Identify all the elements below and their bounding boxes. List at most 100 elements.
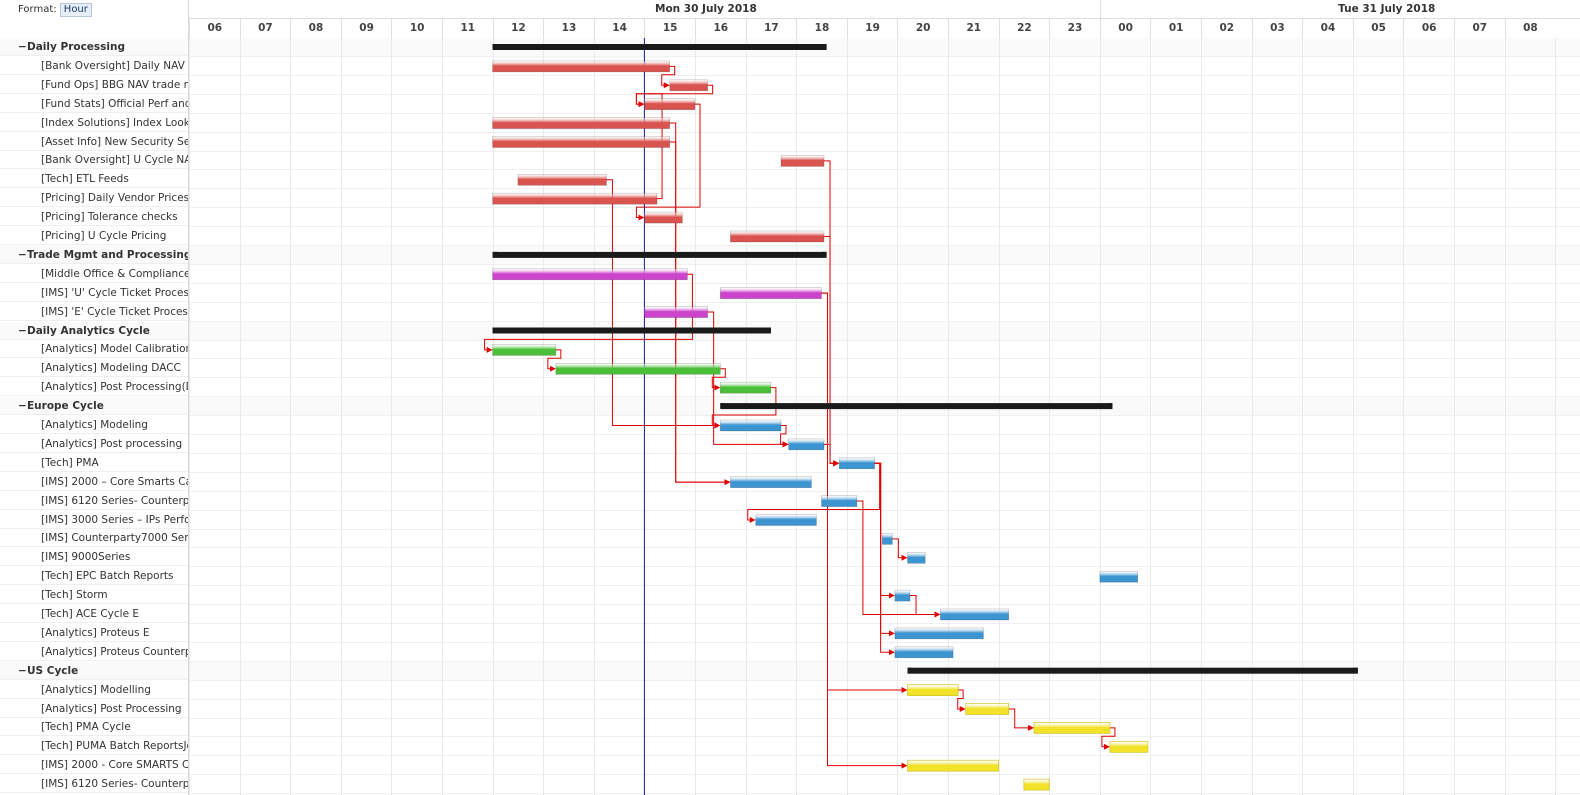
- dependency-link: [661, 65, 676, 89]
- group-label: US Cycle: [27, 664, 79, 677]
- grid-column: [1251, 38, 1253, 795]
- task-bar[interactable]: [492, 268, 688, 281]
- dependency-link: [547, 349, 562, 372]
- task-row[interactable]: [IMS] 3000 Series – IPs Performance: [0, 511, 188, 529]
- task-row[interactable]: [IMS] 'U' Cycle Ticket Processing: [0, 284, 188, 302]
- task-bar[interactable]: [492, 192, 658, 205]
- task-bar[interactable]: [644, 306, 708, 318]
- task-row[interactable]: [IMS] 2000 - Core SMARTS Calculation: [0, 756, 188, 775]
- task-row[interactable]: [Bank Oversight] Daily NAV: [0, 57, 188, 75]
- task-bar[interactable]: [1109, 740, 1149, 753]
- task-bar[interactable]: [755, 514, 817, 526]
- task-row[interactable]: [Pricing] Tolerance checks: [0, 208, 188, 227]
- task-bar[interactable]: [555, 362, 721, 375]
- task-row[interactable]: [Tech] ETL Feeds: [0, 170, 188, 189]
- task-bar[interactable]: [1099, 570, 1139, 583]
- task-row[interactable]: [Pricing] Daily Vendor Prices: [0, 189, 188, 208]
- task-row[interactable]: [IMS] 9000Series: [0, 548, 188, 567]
- collapse-toggle-icon[interactable]: −: [18, 324, 27, 337]
- task-row[interactable]: [Analytics] Post Processing: [0, 700, 188, 718]
- grid-column: [1454, 38, 1455, 795]
- task-row[interactable]: [Asset Info] New Security Setup: [0, 133, 188, 151]
- collapse-toggle-icon[interactable]: −: [18, 248, 27, 261]
- task-label: [Pricing] Daily Vendor Prices: [41, 192, 188, 205]
- task-row[interactable]: [Fund Ops] BBG NAV trade rel: [0, 76, 188, 94]
- hour-label: 06: [1403, 19, 1454, 38]
- collapse-toggle-icon[interactable]: −: [18, 400, 27, 413]
- task-row[interactable]: [Tech] EPC Batch Reports: [0, 567, 188, 586]
- task-bar[interactable]: [907, 684, 959, 696]
- task-bar[interactable]: [965, 703, 1010, 715]
- task-bar[interactable]: [780, 155, 825, 167]
- group-row[interactable]: −Daily Analytics Cycle: [0, 321, 188, 340]
- task-bar[interactable]: [838, 457, 875, 470]
- task-row[interactable]: [Tech] Storm: [0, 586, 188, 605]
- task-row[interactable]: [Analytics] Modelling: [0, 681, 188, 699]
- task-bar[interactable]: [517, 174, 607, 186]
- task-bar[interactable]: [821, 495, 858, 507]
- collapse-toggle-icon[interactable]: −: [18, 41, 27, 53]
- task-bar[interactable]: [492, 136, 671, 148]
- task-row[interactable]: [Index Solutions] Index Lookthrough: [0, 114, 188, 132]
- task-bar[interactable]: [492, 117, 671, 129]
- group-summary-bar[interactable]: [492, 327, 771, 334]
- dependency-link: [910, 595, 941, 618]
- task-row[interactable]: [Analytics] Proteus Counterparty E: [0, 643, 188, 661]
- task-row[interactable]: [Analytics] Modeling: [0, 416, 188, 434]
- collapse-toggle-icon[interactable]: −: [18, 664, 27, 677]
- group-row[interactable]: −Europe Cycle: [0, 397, 188, 416]
- task-row[interactable]: [Tech] PUMA Batch ReportsJobs: [0, 737, 188, 756]
- task-row[interactable]: [IMS] Counterparty7000 Series: [0, 529, 188, 548]
- group-row[interactable]: −Trade Mgmt and Processing: [0, 245, 188, 264]
- task-bar[interactable]: [492, 344, 557, 356]
- task-row[interactable]: [Analytics] Proteus E: [0, 624, 188, 642]
- hour-label: 15: [644, 19, 695, 38]
- task-label: [Fund Ops] BBG NAV trade rel: [41, 78, 188, 91]
- task-row[interactable]: [Tech] ACE Cycle E: [0, 605, 188, 623]
- group-summary-bar[interactable]: [492, 44, 827, 50]
- task-bar[interactable]: [894, 589, 911, 602]
- task-bar[interactable]: [907, 759, 999, 772]
- group-summary-bar[interactable]: [492, 251, 827, 258]
- task-row[interactable]: [IMS] 2000 – Core Smarts Calculation: [0, 473, 188, 491]
- task-row[interactable]: [Analytics] Model Calibration: [0, 340, 188, 359]
- task-row[interactable]: [IMS] 6120 Series- Counterparty7000: [0, 492, 188, 510]
- task-bar[interactable]: [730, 476, 812, 489]
- task-bar[interactable]: [1023, 778, 1050, 791]
- group-summary-bar[interactable]: [907, 667, 1358, 674]
- task-bar[interactable]: [1033, 722, 1111, 734]
- task-row[interactable]: [Pricing] U Cycle Pricing: [0, 227, 188, 245]
- task-bar[interactable]: [644, 98, 696, 110]
- task-label: [IMS] 'U' Cycle Ticket Processing: [41, 286, 188, 299]
- group-row[interactable]: −US Cycle: [0, 661, 188, 680]
- task-bar[interactable]: [719, 419, 782, 432]
- task-row[interactable]: [Tech] PMA Cycle: [0, 718, 188, 737]
- task-bar[interactable]: [940, 608, 1010, 621]
- group-row[interactable]: −Daily Processing: [0, 38, 188, 56]
- task-bar[interactable]: [644, 211, 683, 224]
- task-bar[interactable]: [669, 79, 708, 92]
- dependency-link: [821, 292, 908, 694]
- task-bar[interactable]: [894, 627, 984, 640]
- task-row[interactable]: [IMS] 'E' Cycle Ticket Processing: [0, 303, 188, 321]
- grid-row: [189, 681, 1580, 700]
- task-bar[interactable]: [788, 438, 825, 451]
- task-row[interactable]: [Fund Stats] Official Perf and Rates: [0, 95, 188, 113]
- task-row[interactable]: [Bank Oversight] U Cycle NAVs: [0, 151, 188, 170]
- task-bar[interactable]: [907, 551, 926, 564]
- hour-label: 09: [340, 19, 392, 38]
- task-bar[interactable]: [730, 230, 825, 243]
- task-bar[interactable]: [894, 646, 954, 659]
- task-bar[interactable]: [719, 287, 822, 300]
- task-bar[interactable]: [719, 381, 772, 394]
- task-row[interactable]: [Analytics] Post Processing(DACC): [0, 378, 188, 397]
- group-summary-bar[interactable]: [720, 403, 1113, 410]
- task-bar[interactable]: [492, 60, 671, 73]
- task-row[interactable]: [Tech] PMA: [0, 454, 188, 472]
- task-bar[interactable]: [881, 533, 893, 545]
- task-row[interactable]: [IMS] 6120 Series- CounterpartyAnalytics: [0, 775, 188, 794]
- task-row[interactable]: [Analytics] Modeling DACC: [0, 359, 188, 378]
- task-row[interactable]: [Analytics] Post processing: [0, 435, 188, 453]
- task-row[interactable]: [Middle Office & Compliance]: [0, 265, 188, 283]
- format-hour-button[interactable]: Hour: [59, 3, 92, 17]
